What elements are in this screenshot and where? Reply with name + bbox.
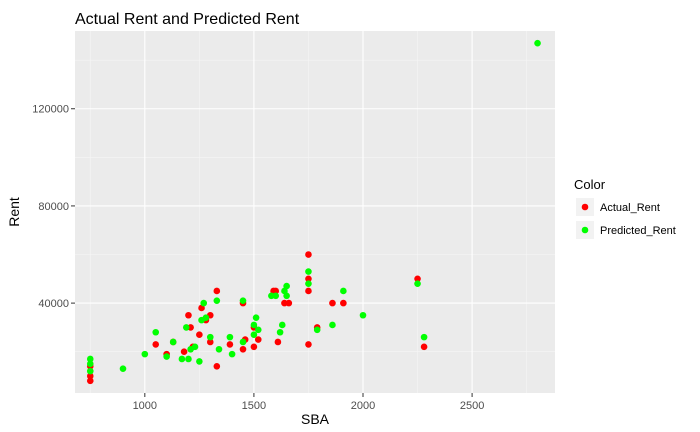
data-point xyxy=(305,275,312,283)
data-point xyxy=(178,355,186,363)
data-point xyxy=(228,350,236,358)
y-tick-label: 80000 xyxy=(38,201,69,213)
data-point xyxy=(191,343,199,351)
legend-title: Color xyxy=(574,177,606,192)
data-point xyxy=(283,292,290,300)
data-point xyxy=(329,321,336,329)
data-point xyxy=(185,311,192,319)
data-point xyxy=(86,360,94,368)
data-point xyxy=(272,292,280,300)
series-predicted-rent xyxy=(86,39,541,375)
legend-label: Predicted_Rent xyxy=(600,225,676,237)
data-point xyxy=(272,287,280,295)
data-point xyxy=(305,341,312,348)
y-axis-ticks: 40000 80000 120000 xyxy=(32,104,75,310)
data-point xyxy=(226,341,234,348)
x-tick-label: 2000 xyxy=(351,400,375,412)
data-point xyxy=(276,328,284,336)
y-tick-label: 120000 xyxy=(32,104,69,116)
data-point xyxy=(283,282,290,290)
data-point xyxy=(329,299,336,307)
data-point xyxy=(86,377,94,385)
data-point xyxy=(200,299,208,307)
data-point xyxy=(305,287,312,295)
data-point xyxy=(86,372,94,380)
x-tick-label: 2500 xyxy=(460,400,484,412)
data-point xyxy=(119,365,127,373)
data-point xyxy=(250,343,258,351)
data-point xyxy=(141,350,149,358)
data-point xyxy=(206,338,214,346)
data-point xyxy=(313,326,321,334)
plot-panel xyxy=(75,31,555,393)
data-point xyxy=(250,321,258,329)
legend-entries: Actual_Rent Predicted_Rent xyxy=(576,198,676,239)
data-point xyxy=(152,328,160,336)
data-point xyxy=(213,362,221,370)
data-point xyxy=(226,333,234,341)
data-point xyxy=(359,311,367,319)
y-axis-title: Rent xyxy=(6,197,22,227)
data-point xyxy=(180,348,188,355)
x-axis-title: SBA xyxy=(301,411,330,427)
data-point xyxy=(86,367,94,375)
x-tick-label: 1500 xyxy=(242,400,266,412)
data-point xyxy=(274,338,282,346)
data-point xyxy=(250,331,258,338)
data-point xyxy=(254,326,262,334)
legend: Color Actual_Rent Predicted_Rent xyxy=(574,177,676,239)
data-point xyxy=(215,345,223,353)
grid-lines xyxy=(75,31,555,393)
legend-key-dot xyxy=(581,226,589,234)
legend-label: Actual_Rent xyxy=(600,202,660,214)
x-tick-label: 1000 xyxy=(133,400,157,412)
x-axis-ticks: 1000 1500 2000 2500 xyxy=(133,393,484,412)
data-point xyxy=(420,343,428,351)
data-points xyxy=(86,39,541,385)
data-point xyxy=(239,297,247,304)
data-point xyxy=(163,353,170,360)
data-point xyxy=(414,275,421,283)
data-point xyxy=(169,338,177,346)
data-point xyxy=(340,287,347,295)
data-point xyxy=(202,314,210,321)
data-point xyxy=(182,324,190,331)
data-point xyxy=(239,345,247,353)
data-point xyxy=(305,268,312,275)
data-point xyxy=(239,338,247,346)
data-point xyxy=(206,333,214,341)
data-point xyxy=(285,299,293,307)
legend-key-dot xyxy=(581,203,589,211)
data-point xyxy=(86,355,94,363)
data-point xyxy=(213,297,221,304)
chart-title: Actual Rent and Predicted Rent xyxy=(75,11,300,28)
data-point xyxy=(213,287,221,295)
data-point xyxy=(254,336,262,343)
data-point xyxy=(414,280,421,287)
data-point xyxy=(196,358,203,365)
data-point xyxy=(340,299,347,307)
data-point xyxy=(196,331,203,338)
data-point xyxy=(305,251,312,258)
y-tick-label: 40000 xyxy=(38,298,69,310)
data-point xyxy=(152,341,160,348)
data-point xyxy=(252,314,260,321)
data-point xyxy=(278,321,286,329)
data-point xyxy=(534,39,541,47)
data-point xyxy=(305,280,312,287)
data-point xyxy=(185,355,192,363)
data-point xyxy=(420,333,428,341)
